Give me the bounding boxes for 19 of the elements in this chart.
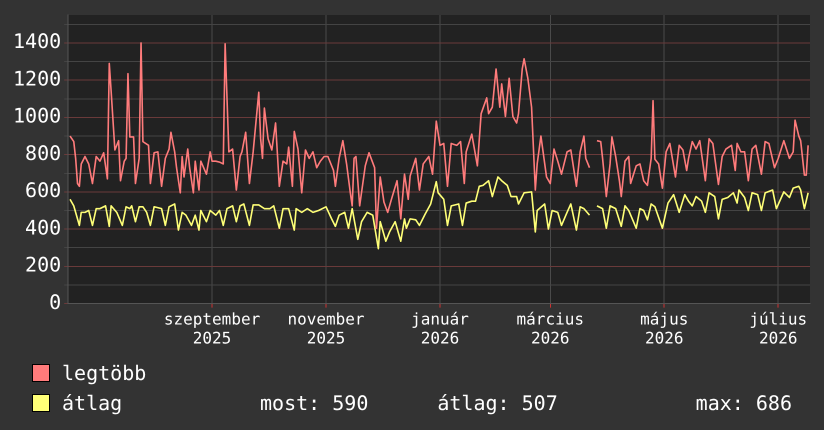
y-tick-label: 600 xyxy=(25,178,62,202)
y-tick-label: 200 xyxy=(25,252,62,277)
y-tick-label: 1200 xyxy=(12,66,62,90)
y-tick-label: 0 xyxy=(49,290,62,314)
legend-label: átlag xyxy=(62,391,124,415)
text: most: 590 xyxy=(259,391,370,415)
y-tick-label: 800 xyxy=(25,140,62,165)
x-tick-label: szeptember 2025 xyxy=(164,309,261,348)
text: max: 686 xyxy=(694,391,793,415)
y-tick-label: 1000 xyxy=(12,104,62,128)
x-tick-label: november 2025 xyxy=(288,309,365,348)
y-tick-label: 400 xyxy=(25,215,62,240)
x-tick-label: március 2026 xyxy=(516,309,584,348)
x-tick-label: július 2026 xyxy=(749,309,808,348)
y-tick-label: 1400 xyxy=(12,29,62,54)
text: átlag: 507 xyxy=(437,391,559,415)
legend-label: legtöbb xyxy=(62,361,148,385)
x-tick-label: május 2026 xyxy=(640,309,688,348)
x-tick-label: január 2026 xyxy=(411,309,470,348)
